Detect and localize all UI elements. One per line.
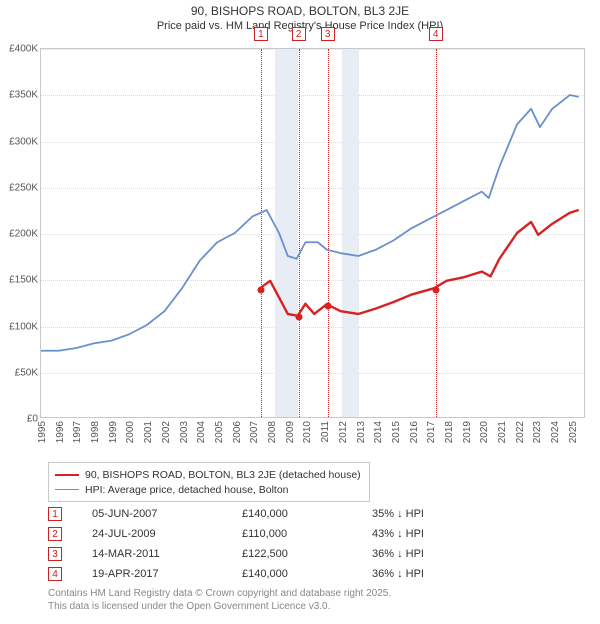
legend-row: HPI: Average price, detached house, Bolt… [55, 482, 361, 497]
plot-area: £0£50K£100K£150K£200K£250K£300K£350K£400… [40, 48, 585, 418]
row-delta: 36% ↓ HPI [372, 548, 502, 560]
x-axis-label: 2013 [356, 421, 367, 443]
x-axis-label: 2008 [267, 421, 278, 443]
x-axis-label: 2006 [232, 421, 243, 443]
footer-line: Contains HM Land Registry data © Crown c… [48, 588, 391, 601]
row-delta: 36% ↓ HPI [372, 568, 502, 580]
table-row: 4 19-APR-2017£140,00036% ↓ HPI [48, 564, 548, 584]
row-delta: 43% ↓ HPI [372, 528, 502, 540]
legend-swatch [55, 474, 79, 476]
y-axis-label: £150K [9, 275, 38, 286]
event-number-badge: 3 [321, 27, 335, 41]
legend-label: 90, BISHOPS ROAD, BOLTON, BL3 2JE (detac… [85, 469, 361, 481]
chart-container: 90, BISHOPS ROAD, BOLTON, BL3 2JE Price … [0, 4, 600, 624]
property-line [260, 210, 579, 316]
x-axis-label: 2019 [462, 421, 473, 443]
row-delta: 35% ↓ HPI [372, 508, 502, 520]
attribution-footer: Contains HM Land Registry data © Crown c… [48, 588, 391, 613]
x-axis-label: 2020 [479, 421, 490, 443]
legend-row: 90, BISHOPS ROAD, BOLTON, BL3 2JE (detac… [55, 467, 361, 482]
x-axis-label: 2003 [179, 421, 190, 443]
row-number-badge: 3 [48, 547, 62, 561]
row-date: 19-APR-2017 [92, 568, 242, 580]
x-axis-label: 2025 [568, 421, 579, 443]
x-axis-label: 2023 [532, 421, 543, 443]
x-axis-label: 2022 [515, 421, 526, 443]
row-price: £122,500 [242, 548, 372, 560]
x-axis-label: 2016 [409, 421, 420, 443]
line-layer [41, 49, 584, 417]
event-number-badge: 2 [292, 27, 306, 41]
table-row: 3 14-MAR-2011£122,50036% ↓ HPI [48, 544, 548, 564]
x-axis-label: 2005 [214, 421, 225, 443]
x-axis-label: 2007 [249, 421, 260, 443]
legend-swatch [55, 489, 79, 490]
x-axis-label: 2018 [444, 421, 455, 443]
y-axis-label: £50K [15, 367, 38, 378]
row-number-badge: 2 [48, 527, 62, 541]
row-date: 05-JUN-2007 [92, 508, 242, 520]
x-axis-label: 2011 [320, 421, 331, 443]
table-row: 1 05-JUN-2007£140,00035% ↓ HPI [48, 504, 548, 524]
row-price: £140,000 [242, 508, 372, 520]
y-axis-label: £100K [9, 321, 38, 332]
event-number-badge: 1 [254, 27, 268, 41]
y-axis-label: £200K [9, 229, 38, 240]
y-axis-label: £300K [9, 136, 38, 147]
row-number-badge: 1 [48, 507, 62, 521]
x-axis-label: 2004 [196, 421, 207, 443]
row-price: £110,000 [242, 528, 372, 540]
x-axis-label: 1999 [108, 421, 119, 443]
y-axis-label: £250K [9, 182, 38, 193]
x-axis-label: 2024 [550, 421, 561, 443]
legend: 90, BISHOPS ROAD, BOLTON, BL3 2JE (detac… [48, 462, 370, 502]
chart-title: 90, BISHOPS ROAD, BOLTON, BL3 2JE [0, 4, 600, 18]
x-axis-label: 2001 [143, 421, 154, 443]
x-axis-label: 2010 [302, 421, 313, 443]
x-axis-label: 2021 [497, 421, 508, 443]
hpi-line [41, 95, 579, 351]
row-price: £140,000 [242, 568, 372, 580]
x-axis-label: 1998 [90, 421, 101, 443]
x-axis-label: 2002 [161, 421, 172, 443]
x-axis-label: 2009 [285, 421, 296, 443]
table-row: 2 24-JUL-2009£110,00043% ↓ HPI [48, 524, 548, 544]
x-axis-label: 2015 [391, 421, 402, 443]
y-axis-label: £350K [9, 90, 38, 101]
event-number-badge: 4 [429, 27, 443, 41]
legend-label: HPI: Average price, detached house, Bolt… [85, 484, 289, 496]
row-date: 24-JUL-2009 [92, 528, 242, 540]
x-axis-label: 2014 [373, 421, 384, 443]
y-axis-label: £400K [9, 44, 38, 55]
row-number-badge: 4 [48, 567, 62, 581]
row-date: 14-MAR-2011 [92, 548, 242, 560]
x-axis-label: 1995 [37, 421, 48, 443]
x-axis-label: 2017 [426, 421, 437, 443]
x-axis-label: 2000 [125, 421, 136, 443]
x-axis-label: 2012 [338, 421, 349, 443]
x-axis-label: 1996 [55, 421, 66, 443]
footer-line: This data is licensed under the Open Gov… [48, 601, 391, 614]
transaction-table: 105-JUN-2007£140,00035% ↓ HPI224-JUL-200… [48, 504, 548, 584]
x-axis-label: 1997 [72, 421, 83, 443]
